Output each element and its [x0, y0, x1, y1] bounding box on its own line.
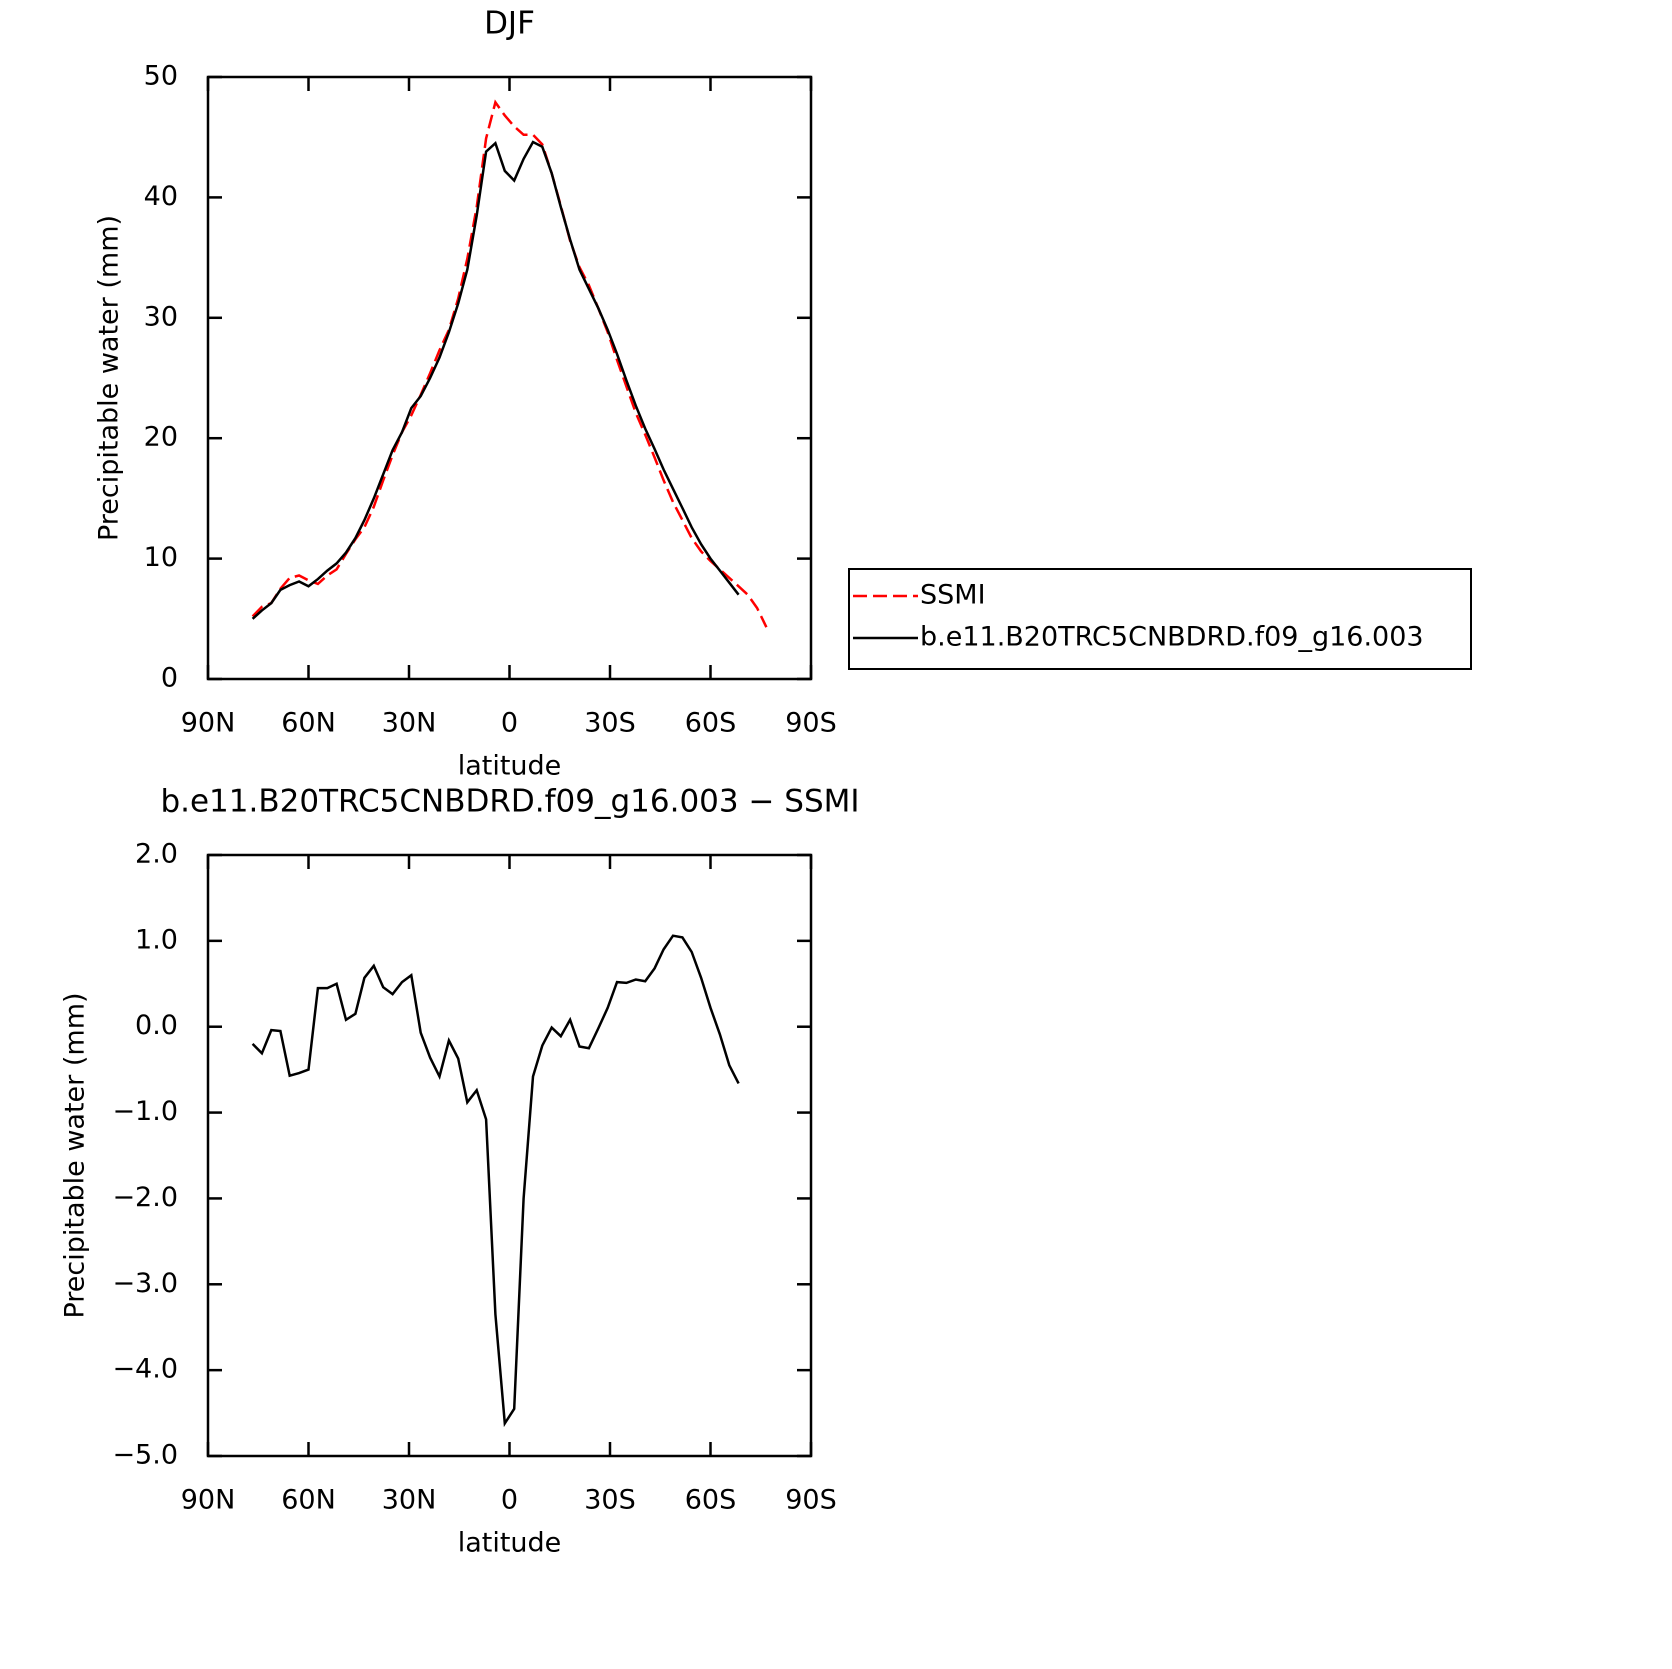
- y-tick-label: 40: [144, 181, 178, 212]
- y-tick-label: 10: [144, 542, 178, 573]
- y-tick-label: −5.0: [112, 1440, 178, 1471]
- data-line: [251, 99, 768, 628]
- x-axis-label: latitude: [458, 751, 562, 782]
- legend-label: SSMI: [920, 580, 986, 611]
- y-tick-label: 1.0: [135, 924, 178, 955]
- plot-frame: [206, 75, 813, 681]
- y-tick-label: −2.0: [112, 1182, 178, 1213]
- y-tick-label: −4.0: [112, 1354, 178, 1385]
- chart-title: b.e11.B20TRC5CNBDRD.f09_g16.003 − SSMI: [160, 784, 859, 820]
- x-axis-label: latitude: [458, 1528, 562, 1559]
- chart-title: DJF: [484, 6, 535, 42]
- x-tick-label: 60N: [281, 1485, 336, 1516]
- x-tick-label: 60N: [281, 708, 336, 739]
- y-tick-label: 30: [144, 301, 178, 332]
- plot-frame: [206, 853, 813, 1458]
- x-tick-label: 0: [501, 1485, 518, 1516]
- x-tick-label: 30S: [584, 1485, 636, 1516]
- x-tick-label: 60S: [685, 1485, 737, 1516]
- legend-label: b.e11.B20TRC5CNBDRD.f09_g16.003: [920, 622, 1424, 653]
- y-tick-label: 0.0: [135, 1010, 178, 1041]
- legend-box: [848, 568, 1472, 670]
- y-tick-label: 2.0: [135, 839, 178, 870]
- y-tick-label: 20: [144, 422, 178, 453]
- y-tick-label: 0: [161, 663, 178, 694]
- x-tick-label: 30S: [584, 708, 636, 739]
- x-tick-label: 60S: [685, 708, 737, 739]
- x-tick-label: 0: [501, 708, 518, 739]
- data-line: [251, 140, 740, 620]
- y-tick-label: −3.0: [112, 1268, 178, 1299]
- y-tick-label: 50: [144, 61, 178, 92]
- x-tick-label: 90N: [181, 1485, 236, 1516]
- x-tick-label: 30N: [382, 1485, 437, 1516]
- y-axis-label: Precipitable water (mm): [60, 992, 91, 1318]
- data-line: [251, 934, 740, 1428]
- x-tick-label: 90N: [181, 708, 236, 739]
- x-tick-label: 90S: [785, 1485, 837, 1516]
- y-axis-label: Precipitable water (mm): [94, 215, 125, 541]
- x-tick-label: 30N: [382, 708, 437, 739]
- y-tick-label: −1.0: [112, 1096, 178, 1127]
- x-tick-label: 90S: [785, 708, 837, 739]
